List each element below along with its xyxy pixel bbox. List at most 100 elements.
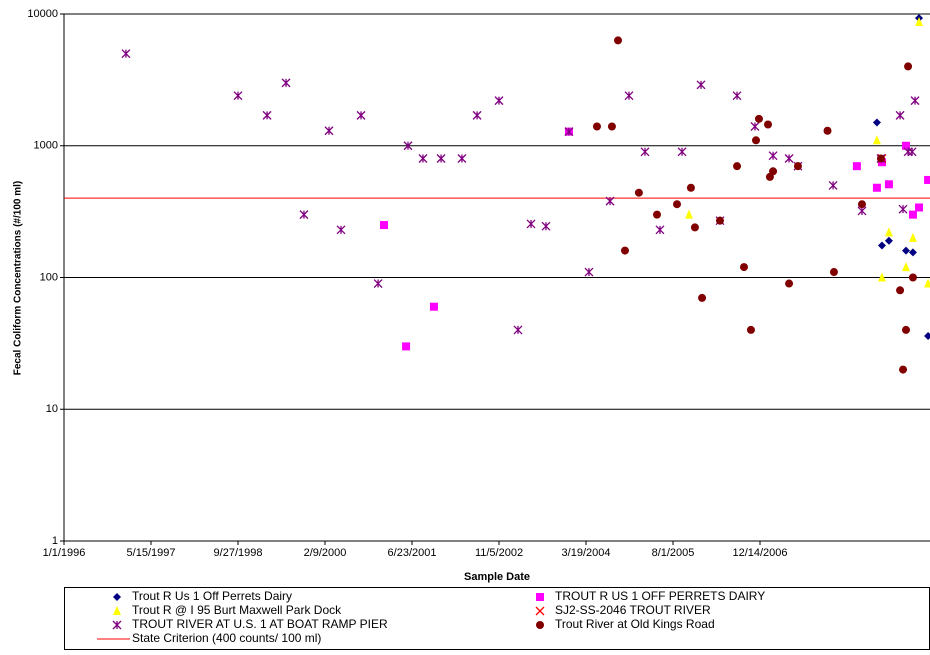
point-asterisk [605, 196, 615, 206]
point-diamond [908, 248, 917, 257]
point-circle [754, 114, 763, 123]
point-circle [829, 268, 838, 277]
point-square [379, 221, 388, 230]
point-square [915, 203, 924, 212]
legend-label: Trout River at Old Kings Road [555, 617, 715, 631]
point-asterisk [494, 96, 504, 106]
point-circle [607, 122, 616, 131]
point-asterisk [768, 151, 778, 161]
point-square [872, 183, 881, 192]
point-asterisk [262, 110, 272, 120]
x-tick-label: 9/27/1998 [214, 547, 263, 559]
point-diamond [884, 236, 893, 245]
point-square [924, 175, 930, 184]
point-circle [614, 36, 623, 45]
legend-label: TROUT R US 1 OFF PERRETS DAIRY [555, 589, 765, 603]
point-square [402, 342, 411, 351]
point-circle [690, 223, 699, 232]
point-asterisk [784, 154, 794, 163]
point-asterisk [732, 91, 742, 101]
point-square [884, 180, 893, 189]
point-circle [746, 325, 755, 334]
point-asterisk [907, 147, 917, 157]
point-circle [899, 365, 908, 374]
point-asterisk [233, 91, 243, 101]
y-tick-label: 10000 [27, 8, 58, 20]
point-asterisk [677, 147, 687, 157]
point-asterisk [513, 325, 523, 335]
point-circle [751, 136, 760, 145]
point-asterisk [910, 96, 920, 106]
x-tick-label: 2/9/2000 [304, 547, 347, 559]
point-asterisk [750, 122, 760, 131]
point-asterisk [903, 147, 913, 157]
point-circle [876, 154, 885, 163]
legend-marker [113, 606, 121, 615]
point-triangle [685, 209, 694, 219]
point-circle [620, 246, 629, 255]
point-diamond [901, 246, 910, 255]
point-circle [652, 210, 661, 219]
point-circle [686, 183, 695, 192]
x-tick-label: 6/23/2001 [388, 547, 437, 559]
x-axis-title: Sample Date [464, 571, 530, 583]
point-diamond [877, 241, 886, 250]
legend-label: Trout R Us 1 Off Perrets Dairy [132, 589, 292, 603]
point-circle [904, 62, 913, 71]
x-tick-label: 5/15/1997 [127, 547, 176, 559]
point-asterisk [857, 206, 867, 216]
point-asterisk [281, 78, 291, 88]
point-asterisk [624, 91, 634, 101]
x-tick-label: 1/1/1996 [43, 547, 86, 559]
legend-label: TROUT RIVER AT U.S. 1 AT BOAT RAMP PIER [132, 617, 388, 631]
point-circle [908, 273, 917, 282]
point-asterisk [526, 219, 536, 229]
point-circle [793, 162, 802, 171]
point-circle [715, 216, 724, 225]
point-square [852, 162, 861, 171]
point-asterisk [564, 127, 574, 137]
y-tick-label: 10 [46, 403, 58, 415]
point-asterisk [436, 154, 446, 163]
x-tick-label: 12/14/2006 [732, 547, 787, 559]
legend-marker [113, 593, 121, 601]
point-triangle [901, 262, 910, 272]
legend-marker [535, 606, 545, 616]
point-square [908, 210, 917, 219]
point-asterisk [299, 210, 309, 220]
point-circle [857, 200, 866, 209]
x-tick-label: 8/1/2005 [652, 547, 695, 559]
point-circle [764, 120, 773, 129]
point-square [901, 141, 910, 150]
legend-box [64, 587, 930, 650]
point-asterisk [472, 110, 482, 120]
point-circle [592, 122, 601, 131]
point-asterisk [356, 110, 366, 120]
point-diamond [872, 118, 881, 127]
point-circle [739, 263, 748, 272]
legend-marker [536, 621, 544, 629]
point-asterisk [324, 126, 334, 136]
point-triangle [872, 135, 881, 145]
point-triangle [924, 278, 930, 288]
point-diamond [924, 331, 930, 340]
point-asterisk [373, 279, 383, 288]
y-axis-title: Fecal Coliform Concentrations (#/100 ml) [13, 181, 24, 376]
point-circle [673, 200, 682, 209]
point-asterisk [457, 154, 467, 163]
point-asterisk [895, 110, 905, 120]
y-tick-label: 100 [40, 271, 58, 283]
point-asterisk [403, 141, 413, 151]
point-asterisk [828, 180, 838, 190]
legend-marker [536, 593, 544, 601]
point-circle [769, 167, 778, 176]
point-asterisk [584, 267, 594, 277]
point-circle [733, 162, 742, 171]
legend-marker [112, 620, 122, 630]
point-circle [896, 286, 905, 295]
point-circle [634, 188, 643, 197]
legend-label: Trout R @ I 95 Burt Maxwell Park Dock [132, 603, 342, 617]
